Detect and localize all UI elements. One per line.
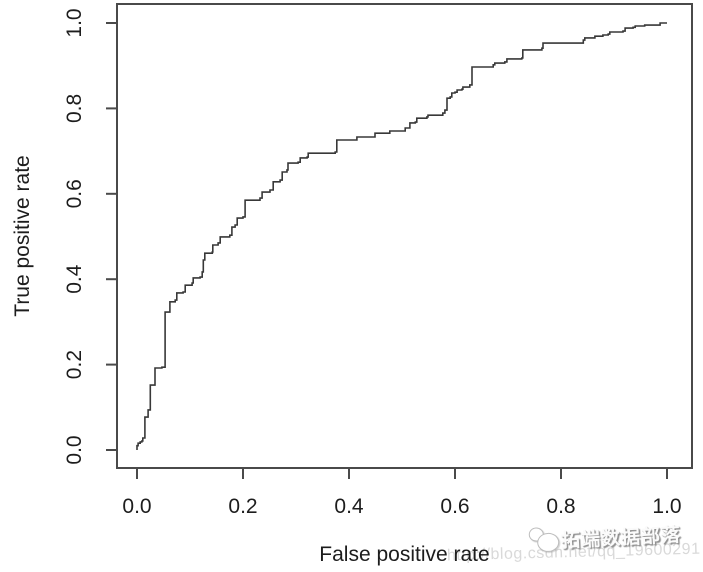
roc-curve-layer — [136, 22, 667, 450]
plot-frame — [116, 3, 693, 469]
brand-logo-icon — [526, 524, 562, 556]
y-axis: 0.0 0.2 0.4 0.6 0.8 1.0 — [63, 8, 117, 465]
y-tick-label: 0.4 — [63, 264, 86, 294]
y-tick-label: 0.6 — [63, 179, 86, 208]
x-tick-label: 0.0 — [122, 495, 151, 518]
x-axis: 0.0 0.2 0.4 0.6 0.8 1.0 — [122, 468, 682, 518]
plot-border — [116, 3, 693, 469]
y-axis-title: True positive rate — [11, 155, 34, 317]
x-tick-label: 1.0 — [652, 495, 681, 518]
x-tick-label: 0.2 — [228, 495, 257, 518]
y-tick-label: 1.0 — [63, 8, 86, 37]
roc-curve-path — [136, 22, 667, 450]
logo-blob-large — [536, 532, 560, 553]
x-tick-label: 0.8 — [546, 495, 575, 518]
x-axis-title: False positive rate — [319, 543, 490, 566]
x-tick-label: 0.4 — [334, 495, 364, 518]
y-tick-label: 0.2 — [63, 350, 86, 379]
y-tick-label: 0.8 — [63, 94, 86, 123]
brand-watermark-text: 拓端数据部落 — [560, 524, 682, 552]
y-tick-label: 0.0 — [63, 435, 86, 464]
x-tick-label: 0.6 — [440, 495, 469, 518]
